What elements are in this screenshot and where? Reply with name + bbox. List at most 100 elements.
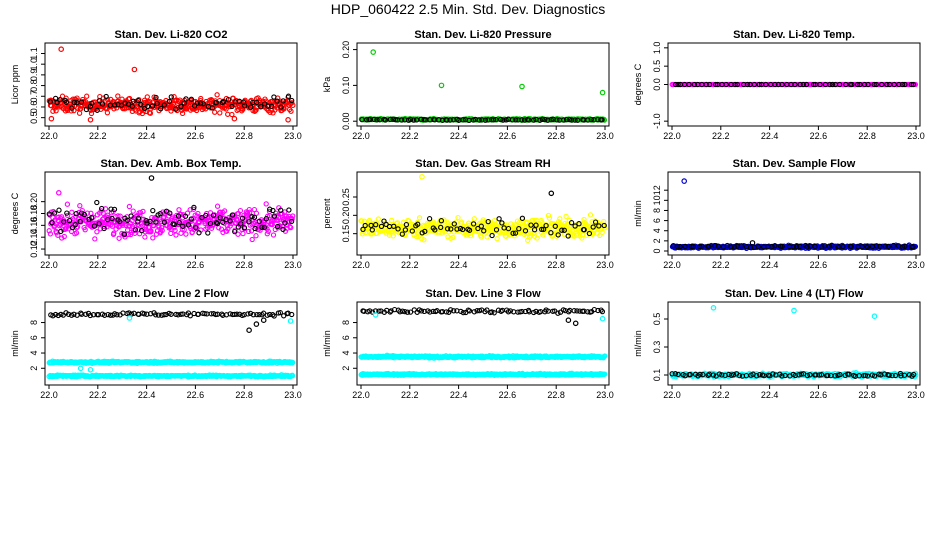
data-point-main <box>164 218 171 225</box>
data-point-ref <box>153 94 159 101</box>
outlier-point <box>48 115 55 122</box>
data-point-ref <box>73 211 79 217</box>
data-point-main <box>99 216 106 222</box>
data-point-ref <box>572 117 578 123</box>
panel-pressure: Stan. Dev. Li-820 Pressure kPa 22.0 22.2 22.… <box>322 29 614 141</box>
data-point-main <box>151 223 157 229</box>
x-tick-label: 22.4 <box>450 260 468 270</box>
data-point-ref <box>81 211 87 218</box>
data-point-ref <box>166 98 173 105</box>
data-point-main <box>253 210 260 216</box>
x-tick-label: 22.0 <box>663 260 681 270</box>
data-point-main <box>445 234 451 240</box>
x-tick-label: 23.0 <box>284 260 302 270</box>
data-point-main <box>388 217 395 224</box>
data-point-ref <box>213 100 219 106</box>
y-tick-label: 0.7 <box>29 90 39 103</box>
data-point-ref <box>221 99 227 105</box>
x-tick-label: 22.8 <box>547 131 565 141</box>
panel-title: Stan. Dev. Li-820 Pressure <box>414 29 551 41</box>
x-tick-label: 22.2 <box>89 131 107 141</box>
data-point-main <box>61 233 67 240</box>
data-point-ref <box>574 117 581 123</box>
x-tick-label: 22.0 <box>352 131 370 141</box>
data-point-ref <box>242 103 248 109</box>
data-point-main <box>94 229 100 235</box>
y-axis-label: kPa <box>322 77 332 93</box>
data-point-ref <box>183 96 189 102</box>
data-point-main <box>59 235 65 241</box>
x-tick-label: 22.2 <box>89 390 107 400</box>
data-point-ref <box>751 81 758 88</box>
data-point-ref <box>723 81 729 88</box>
y-tick-label: 0.14 <box>29 228 39 246</box>
data-point-ref <box>66 217 73 224</box>
outlier-point <box>148 175 155 181</box>
x-tick-label: 22.0 <box>40 131 58 141</box>
data-point-main <box>253 233 259 239</box>
data-point-main <box>601 117 608 123</box>
data-point-ref <box>161 102 167 108</box>
data-point-ref <box>157 211 163 217</box>
data-point-ref <box>588 116 594 123</box>
data-point-main <box>359 218 365 224</box>
x-tick-label: 22.2 <box>401 390 419 400</box>
data-point-main <box>287 224 293 230</box>
data-point-ref <box>94 199 100 206</box>
data-point-ref <box>173 106 179 112</box>
data-point-ref <box>854 81 861 88</box>
y-tick-label: 0.16 <box>29 217 39 235</box>
x-tick-label: 22.2 <box>401 131 419 141</box>
data-point-main <box>290 102 296 108</box>
data-point-ref <box>519 117 525 123</box>
data-point-main <box>221 208 228 214</box>
y-tick-label: 4 <box>652 228 662 233</box>
data-point-ref <box>256 218 262 225</box>
data-point-ref <box>91 223 98 229</box>
data-point-ref <box>271 94 277 100</box>
data-point-main <box>101 223 107 230</box>
outlier-point <box>87 117 94 123</box>
x-tick-label: 23.0 <box>596 390 614 400</box>
y-axis-label: percent <box>322 198 332 229</box>
data-point-main <box>390 233 396 239</box>
data-point-ref <box>78 99 85 105</box>
data-point-ref <box>225 97 232 103</box>
data-point-ref <box>182 213 189 219</box>
data-point-ref <box>500 117 506 123</box>
data-point-main <box>69 209 75 215</box>
y-tick-label: 0 <box>652 248 662 253</box>
plot-frame <box>356 171 610 256</box>
data-point-main <box>144 94 150 100</box>
figure-title: HDP_060422 2.5 Min. Std. Dev. Diagnostic… <box>331 1 605 17</box>
x-tick-label: 23.0 <box>907 390 925 400</box>
data-point-ref <box>775 81 782 88</box>
data-point-main <box>237 207 244 214</box>
data-point-ref <box>810 81 817 88</box>
data-point-ref <box>246 219 252 225</box>
data-point-main <box>217 110 223 116</box>
y-tick-label: 0.6 <box>29 101 39 114</box>
data-point-ref <box>176 220 182 226</box>
data-point-ref <box>896 81 902 88</box>
data-point-ref <box>168 94 174 100</box>
data-point-ref <box>800 81 807 88</box>
x-tick-label: 22.8 <box>235 260 253 270</box>
data-point-ref <box>83 106 90 113</box>
data-point-ref <box>130 98 136 104</box>
data-point-ref <box>64 210 70 216</box>
data-point-ref <box>138 227 145 234</box>
data-point-main <box>402 232 408 239</box>
data-point-main <box>587 212 594 218</box>
data-point-ref <box>675 81 681 88</box>
x-tick-label: 22.8 <box>547 260 565 270</box>
data-point-main <box>130 208 136 214</box>
y-tick-label: 0.5 <box>29 111 39 124</box>
data-point-ref <box>220 219 226 225</box>
series-points <box>46 309 296 380</box>
y-tick-label: 2 <box>652 238 662 243</box>
data-point-ref <box>542 116 548 123</box>
data-point-main <box>155 219 161 225</box>
data-point-ref <box>235 224 241 230</box>
